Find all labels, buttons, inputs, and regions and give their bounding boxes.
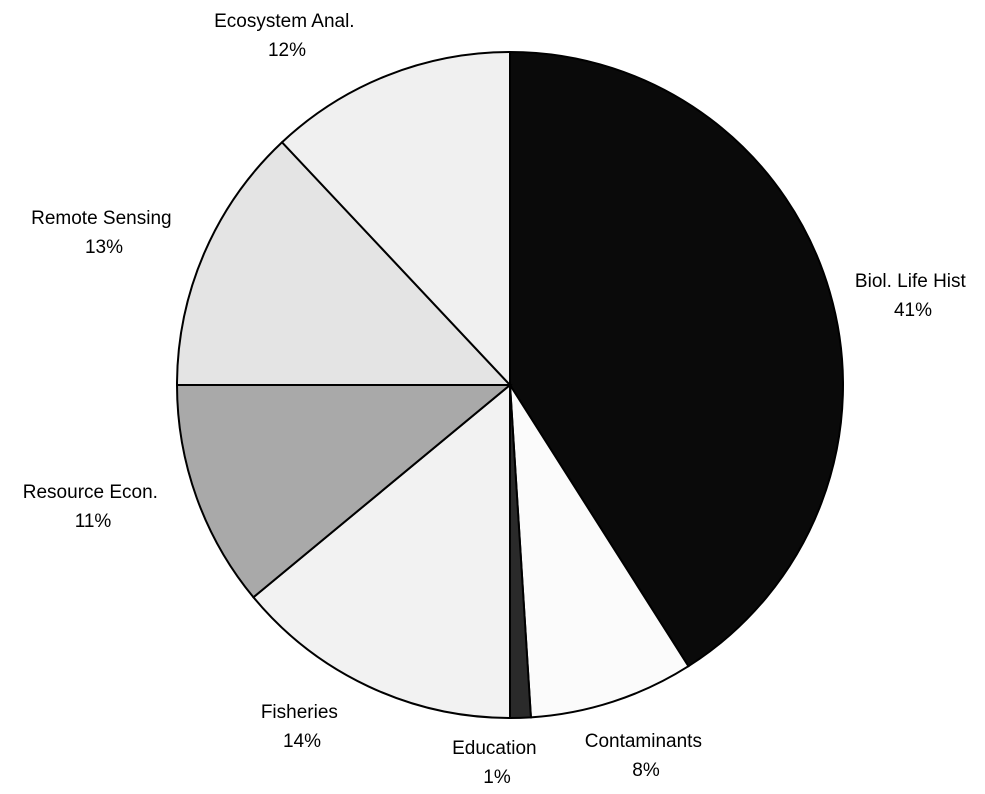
pie-slice-contaminants	[509, 384, 690, 719]
pie-slice-fisheries	[252, 382, 511, 720]
label-biol-life-hist: Biol. Life Hist 41%	[855, 271, 971, 321]
label-remote-sensing-name: Remote Sensing	[31, 208, 171, 229]
label-fisheries-pct: 14%	[283, 731, 321, 752]
label-remote-sensing: Remote Sensing 13%	[31, 208, 177, 258]
label-contaminants: Contaminants 8%	[585, 731, 708, 781]
label-education-name: Education	[452, 738, 537, 759]
label-fisheries-name: Fisheries	[261, 702, 338, 723]
label-ecosystem-anal: Ecosystem Anal. 12%	[214, 11, 360, 61]
label-ecosystem-anal-name: Ecosystem Anal.	[214, 11, 354, 32]
label-fisheries: Fisheries 14%	[261, 702, 343, 752]
pie-labels: Biol. Life Hist 41% Contaminants 8% Educ…	[23, 11, 971, 788]
pie-slice-resource-econ	[175, 384, 513, 599]
label-ecosystem-anal-pct: 12%	[268, 40, 306, 61]
label-biol-life-hist-name: Biol. Life Hist	[855, 271, 967, 292]
label-contaminants-name: Contaminants	[585, 731, 702, 752]
pie-slice-biol-life-hist	[509, 50, 844, 668]
pie-slice-ecosystem-anal	[280, 50, 511, 388]
label-education: Education 1%	[452, 738, 542, 788]
pie-slice-remote-sensing	[175, 140, 513, 386]
label-resource-econ-name: Resource Econ.	[23, 482, 158, 503]
label-contaminants-pct: 8%	[632, 760, 660, 781]
label-resource-econ: Resource Econ. 11%	[23, 482, 163, 532]
pie-slices	[175, 50, 844, 720]
label-education-pct: 1%	[483, 767, 511, 788]
label-resource-econ-pct: 11%	[75, 511, 112, 532]
label-biol-life-hist-pct: 41%	[894, 300, 932, 321]
label-remote-sensing-pct: 13%	[85, 237, 123, 258]
